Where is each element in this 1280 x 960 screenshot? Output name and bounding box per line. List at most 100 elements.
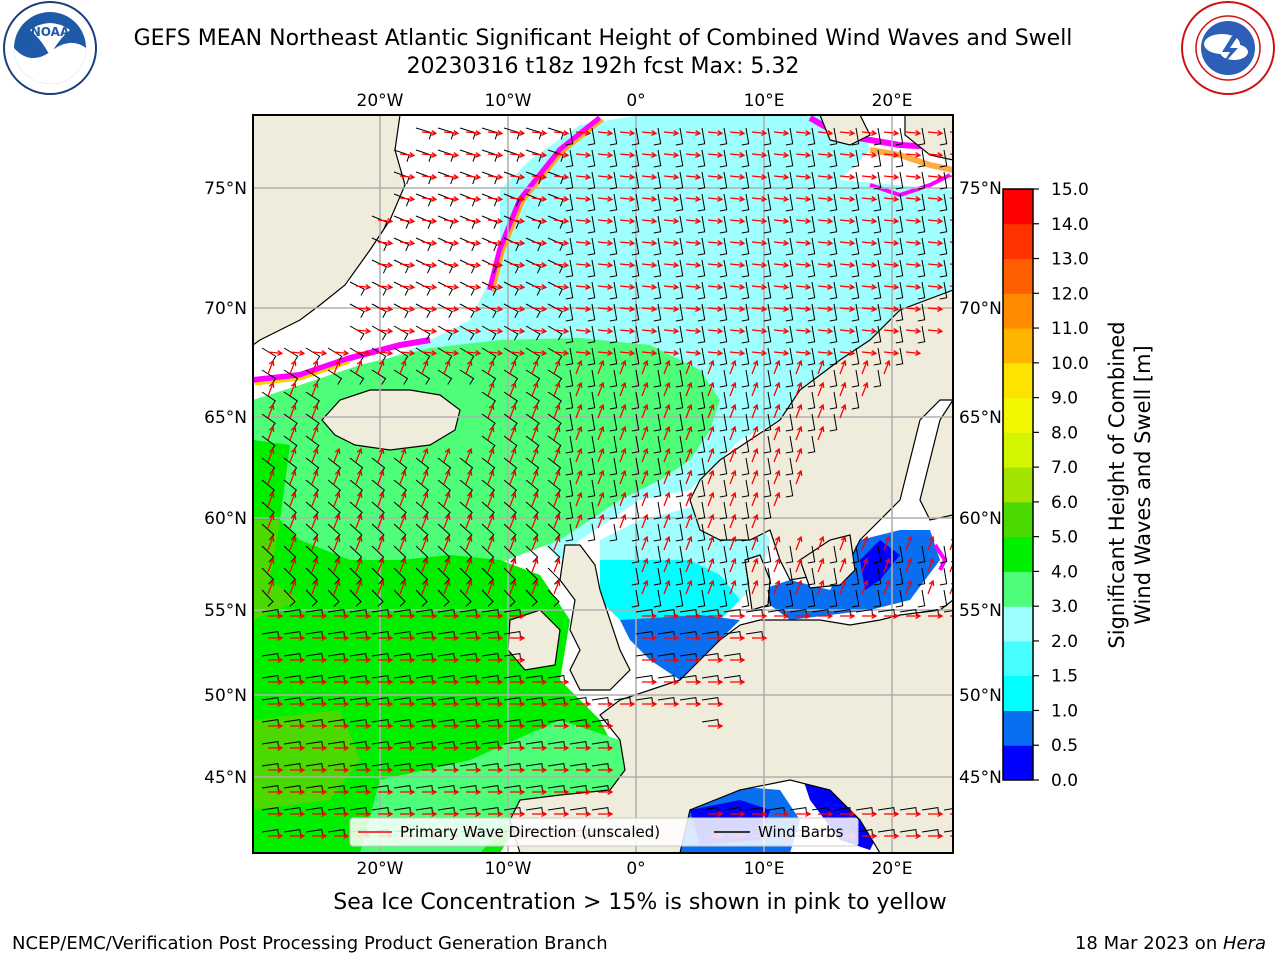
wave-direction-arrow xyxy=(663,513,671,529)
wind-barb xyxy=(873,281,882,300)
wave-direction-arrow xyxy=(773,174,790,180)
wave-direction-arrow xyxy=(729,306,746,312)
wave-direction-arrow xyxy=(751,218,768,224)
wave-direction-arrow xyxy=(312,789,328,795)
wind-barb xyxy=(719,391,728,410)
lon-label-bottom: 0° xyxy=(626,859,645,879)
wind-barb xyxy=(719,215,728,234)
wind-barb xyxy=(653,369,662,388)
wave-direction-arrow xyxy=(730,657,746,663)
wind-barb xyxy=(939,567,948,586)
wind-barb xyxy=(807,281,816,300)
wave-direction-arrow xyxy=(509,359,517,375)
wave-direction-arrow xyxy=(751,284,768,290)
wind-barb xyxy=(547,325,563,341)
wave-direction-arrow xyxy=(487,284,504,290)
wave-direction-arrow xyxy=(531,425,539,441)
wave-direction-arrow xyxy=(509,579,517,595)
wave-direction-arrow xyxy=(553,218,570,224)
wave-direction-arrow xyxy=(905,262,922,268)
wave-direction-arrow xyxy=(531,284,548,290)
wind-barb xyxy=(437,369,453,385)
colorbar-swatch xyxy=(1003,397,1033,433)
wave-direction-arrow xyxy=(311,557,319,573)
wave-direction-arrow xyxy=(444,745,460,751)
wave-direction-arrow xyxy=(509,328,526,334)
wind-barb xyxy=(675,369,684,388)
wave-direction-arrow xyxy=(906,833,922,839)
wave-direction-arrow xyxy=(861,262,878,268)
colorbar-swatch xyxy=(1003,432,1033,468)
wind-barb xyxy=(675,457,684,476)
wind-barb xyxy=(653,435,662,454)
wind-barb xyxy=(587,281,596,300)
wave-direction-arrow xyxy=(883,152,900,158)
shade-0.5-1m-north-sea xyxy=(620,615,740,680)
colorbar-tick-label: 1.0 xyxy=(1051,701,1078,721)
wave-direction-arrow xyxy=(708,723,724,729)
wave-direction-arrow xyxy=(532,811,548,817)
wind-barb xyxy=(895,171,904,190)
wave-direction-arrow xyxy=(575,491,583,507)
wave-direction-arrow xyxy=(465,196,482,202)
wave-direction-arrow xyxy=(796,613,812,619)
wave-direction-arrow xyxy=(861,535,869,551)
wave-direction-arrow xyxy=(553,447,561,463)
wind-barb xyxy=(873,545,882,564)
wave-direction-arrow xyxy=(268,789,284,795)
wind-barb xyxy=(587,501,596,520)
wind-barb xyxy=(785,347,794,366)
wind-barb xyxy=(763,303,772,322)
wave-direction-arrow xyxy=(927,557,935,573)
wind-barb xyxy=(895,325,904,344)
wave-direction-arrow xyxy=(465,174,482,180)
wave-direction-arrow xyxy=(707,174,724,180)
wave-direction-arrow xyxy=(487,447,495,463)
wind-barb xyxy=(785,303,794,322)
wind-barb xyxy=(525,325,541,341)
wind-barb xyxy=(393,215,410,229)
wave-direction-arrow xyxy=(488,701,504,707)
wind-barb xyxy=(943,830,953,833)
wave-direction-arrows xyxy=(267,130,953,839)
wave-direction-arrow xyxy=(510,635,526,641)
wind-barb xyxy=(939,127,948,146)
footer-credit: NCEP/EMC/Verification Post Processing Pr… xyxy=(12,933,608,954)
wave-direction-arrow xyxy=(707,381,715,397)
wave-direction-arrow xyxy=(905,284,922,290)
wave-direction-arrow xyxy=(883,196,900,202)
wave-direction-arrow xyxy=(289,469,297,485)
wind-barb xyxy=(565,303,574,322)
wave-direction-arrow xyxy=(421,469,429,485)
wave-direction-arrow xyxy=(356,701,372,707)
wave-direction-arrow xyxy=(861,152,878,158)
wind-barb xyxy=(631,325,640,344)
wave-direction-arrow xyxy=(773,130,790,136)
wind-barb xyxy=(697,237,706,256)
wind-barb xyxy=(327,567,341,585)
wind-barb xyxy=(741,149,750,168)
wind-barb xyxy=(547,215,564,229)
wind-barb xyxy=(565,149,574,168)
wind-barb xyxy=(763,391,772,410)
wave-direction-arrow xyxy=(509,174,526,180)
wave-direction-arrow xyxy=(531,240,548,246)
colorbar-tick-label: 4.0 xyxy=(1051,562,1078,582)
wind-barb xyxy=(371,303,387,318)
wind-barb xyxy=(763,149,772,168)
wave-direction-arrow xyxy=(510,679,526,685)
wind-barb xyxy=(719,303,728,322)
wave-direction-arrow xyxy=(884,811,900,817)
wave-direction-arrow xyxy=(685,557,693,573)
wind-barb xyxy=(895,567,904,586)
footer-date-text: 18 Mar 2023 on xyxy=(1074,933,1223,954)
wave-direction-arrow xyxy=(333,350,350,356)
wind-barb xyxy=(829,413,838,432)
wind-barb xyxy=(393,303,409,318)
wave-direction-arrow xyxy=(553,174,570,180)
wave-direction-arrow xyxy=(685,152,702,158)
wave-direction-arrow xyxy=(422,701,438,707)
wave-direction-arrow xyxy=(290,657,306,663)
colorbar-tick-label: 15.0 xyxy=(1051,180,1089,200)
wave-direction-arrow xyxy=(773,579,781,595)
